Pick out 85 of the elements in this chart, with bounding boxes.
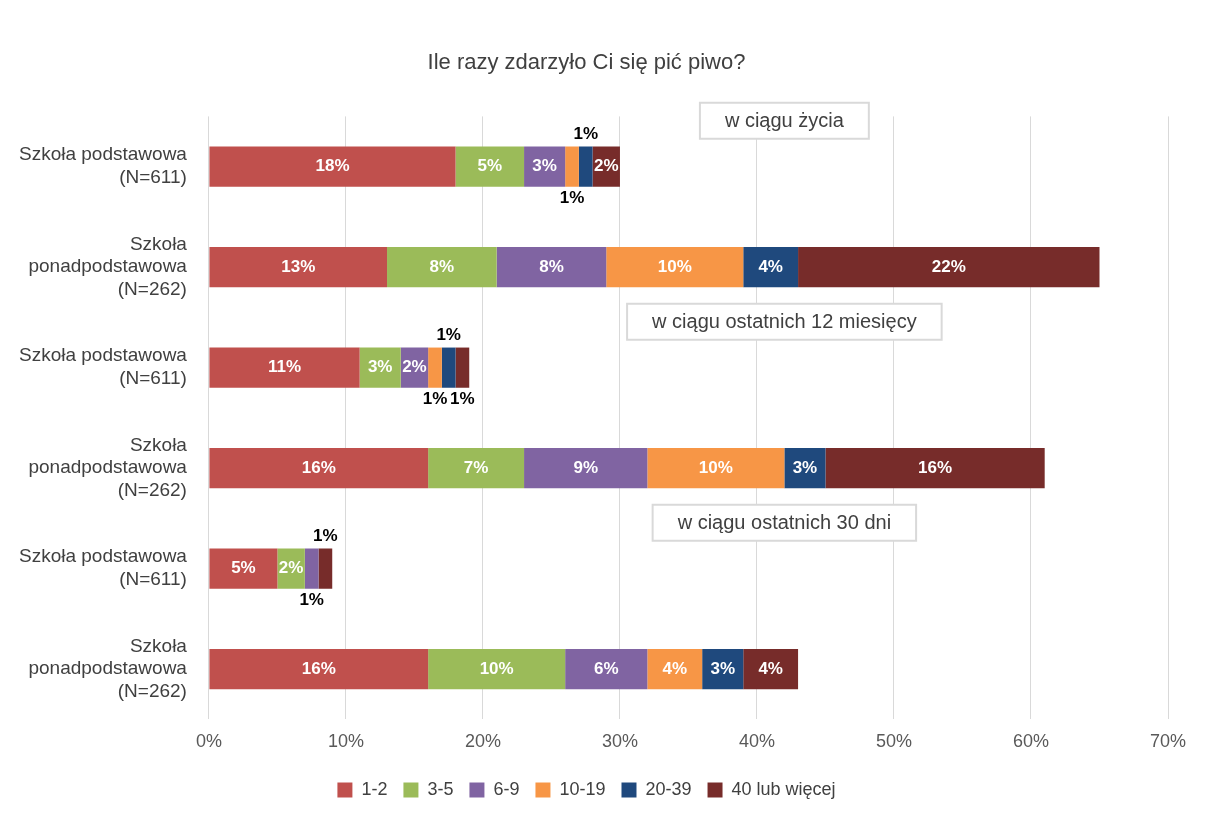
y-tick-label: Szkoła podstawowa (N=611) (18, 143, 188, 188)
data-label: 5% (231, 558, 256, 578)
bar (647, 649, 703, 690)
data-label: 1% (299, 590, 324, 610)
y-tick-label: Szkoła ponadpodstawowa (N=262) (28, 433, 188, 501)
data-label: 3% (532, 156, 557, 176)
bar (496, 247, 607, 288)
bar (209, 649, 429, 690)
data-label: 8% (539, 256, 564, 276)
data-label: 2% (278, 558, 304, 578)
bar (565, 146, 579, 187)
bar (455, 146, 525, 187)
data-label: 13% (281, 256, 316, 276)
data-label: 2% (593, 156, 619, 176)
x-tick-label: 20% (464, 731, 501, 752)
bar (209, 448, 429, 489)
data-label: 2% (402, 357, 427, 377)
bar (524, 448, 648, 489)
bar (578, 146, 593, 187)
data-label: 1% (422, 389, 448, 409)
data-label: 22% (931, 256, 966, 276)
bar (318, 548, 333, 589)
x-tick-label: 40% (738, 731, 775, 752)
data-label: 4% (662, 658, 688, 678)
data-label: 1% (450, 389, 475, 409)
bar (565, 649, 648, 690)
bar (743, 247, 799, 288)
bar (441, 347, 456, 388)
data-label: 4% (758, 256, 783, 276)
legend-label: 20-39 (645, 778, 692, 799)
bar (209, 548, 278, 589)
x-tick-label: 30% (601, 731, 638, 752)
data-label: 1% (313, 526, 338, 546)
data-label: 3% (710, 658, 736, 678)
data-label: 1% (436, 325, 461, 345)
data-label: 8% (429, 256, 455, 276)
y-tick-label: Szkoła podstawowa (N=611) (18, 545, 188, 590)
y-tick-label: Szkoła ponadpodstawowa (N=262) (28, 232, 188, 300)
data-label: 10% (657, 256, 692, 276)
data-label: 16% (918, 457, 953, 477)
bar (209, 146, 456, 187)
x-tick-label: 50% (875, 731, 912, 752)
data-label: 10% (698, 457, 733, 477)
x-tick-label: 10% (327, 731, 364, 752)
legend-label: 10-19 (559, 778, 606, 799)
data-label: 1% (559, 188, 585, 208)
data-label: 11% (267, 357, 302, 377)
data-label: 10% (479, 658, 514, 678)
data-label: 7% (463, 457, 489, 477)
y-tick-label: Szkoła podstawowa (N=611) (18, 344, 188, 389)
bar (387, 247, 497, 288)
annotation: w ciągu ostatnich 12 miesięcy (651, 310, 917, 333)
data-label: 16% (301, 457, 336, 477)
data-label: 6% (593, 658, 619, 678)
bar (209, 347, 360, 388)
x-tick-label: 60% (1012, 731, 1050, 752)
legend-label: 6-9 (493, 778, 520, 799)
bar (304, 548, 319, 589)
x-tick-label: 70% (1149, 731, 1187, 752)
bar (455, 347, 470, 388)
data-label: 4% (758, 658, 783, 678)
bar (428, 649, 566, 690)
data-label: 1% (573, 124, 598, 144)
data-label: 16% (301, 658, 336, 678)
legend-label: 40 lub więcej (731, 778, 836, 799)
data-label: 18% (315, 156, 350, 176)
y-tick-label: Szkoła ponadpodstawowa (N=262) (28, 634, 188, 702)
bar (209, 247, 388, 288)
annotation: w ciągu życia (723, 109, 845, 132)
data-label: 5% (477, 156, 503, 176)
x-tick-label: 0% (195, 731, 222, 752)
annotation: w ciągu ostatnich 30 dni (676, 511, 892, 534)
chart-title: Ile razy zdarzyło Ci się pić piwo? (427, 49, 746, 75)
bar (428, 347, 442, 388)
bar (743, 649, 799, 690)
data-label: 3% (792, 457, 818, 477)
data-label: 3% (367, 357, 393, 377)
bar (647, 448, 785, 489)
legend-label: 1-2 (361, 778, 388, 799)
bar (606, 247, 744, 288)
data-label: 9% (573, 457, 598, 477)
bar (428, 448, 525, 489)
bar (825, 448, 1045, 489)
bar (798, 247, 1100, 288)
legend-label: 3-5 (427, 778, 454, 799)
